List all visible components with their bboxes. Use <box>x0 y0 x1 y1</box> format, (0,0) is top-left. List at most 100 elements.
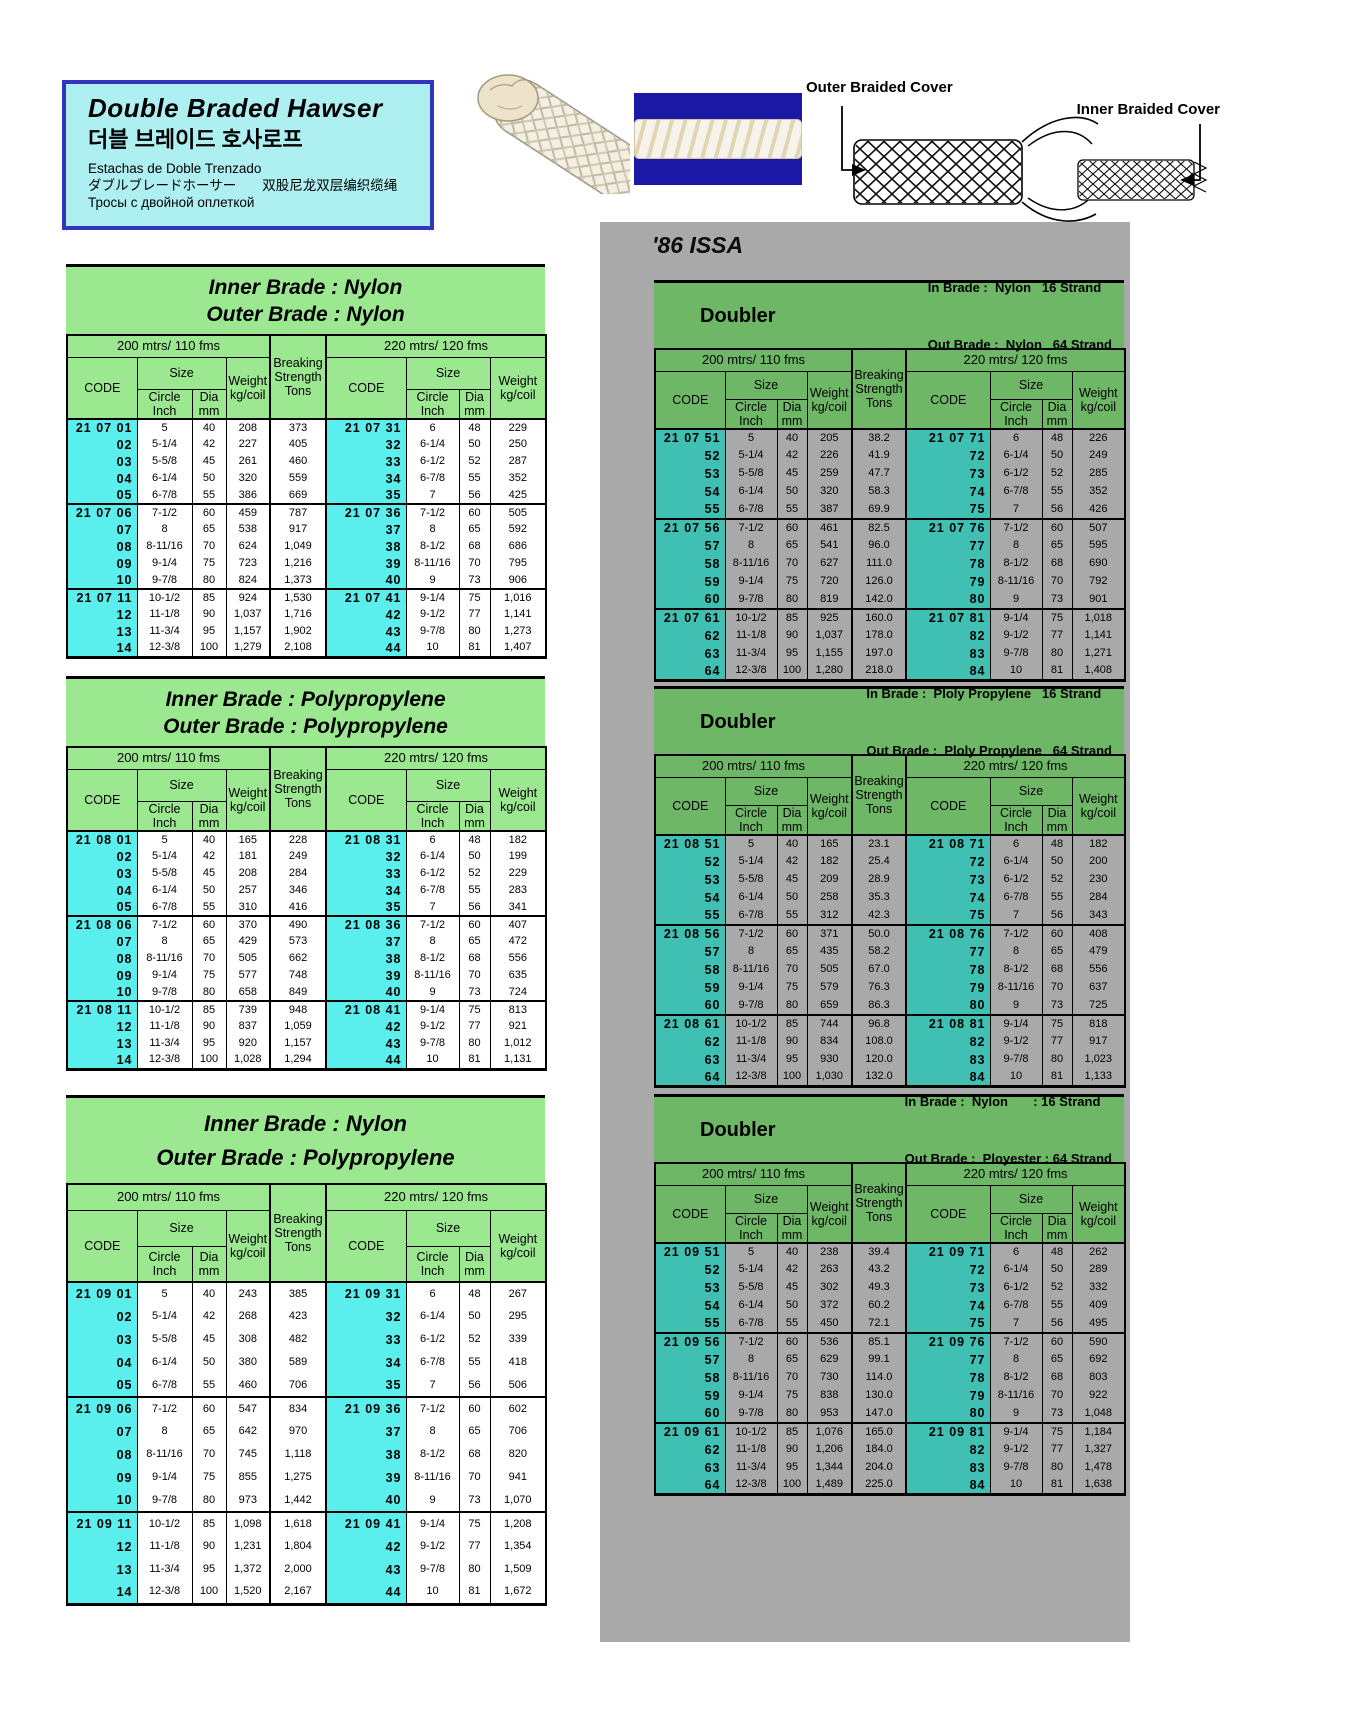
code-cell: 40 <box>325 984 407 1001</box>
circle-inch-cell: 9-1/2 <box>405 606 460 623</box>
code-cell: 75 <box>905 500 991 519</box>
circle-inch-cell: 6-1/4 <box>405 436 460 453</box>
circle-inch-cell: 10-1/2 <box>724 1013 778 1033</box>
circle-inch-cell: 9-7/8 <box>989 644 1043 663</box>
dia-mm-cell: 48 <box>458 830 491 848</box>
code-cell: 82 <box>905 626 991 645</box>
dia-mm-cell: 75 <box>458 588 491 606</box>
dia-mm-cell: 80 <box>776 996 808 1015</box>
circle-inch-cell: 6-1/4 <box>989 446 1043 465</box>
circle-inch-cell: 7 <box>989 906 1043 925</box>
table-row: 10 9-7/8 80 824 1,373 40 9 73 906 <box>66 572 547 589</box>
table-row: 14 12-3/8 100 1,279 2,108 44 10 81 1,407 <box>66 640 547 657</box>
code-cell: 09 <box>66 555 138 572</box>
weight-cell: 287 <box>489 453 547 470</box>
header-row: Circle Inch Dia mm Circle Inch Dia mm <box>655 398 1125 430</box>
dia-mm-cell: 55 <box>1041 1296 1073 1315</box>
dia-mm-cell: 55 <box>458 470 491 487</box>
breaking-strength-cell: 225.0 <box>851 1476 908 1495</box>
dia-mm-cell: 52 <box>1041 870 1073 889</box>
doubler-spec-table: 200 mtrs/ 110 fms Breaking Strength Tons 220… <box>654 754 1127 1088</box>
table-row: 59 9-1/4 75 838 130.0 79 8-11/16 70 922 <box>654 1386 1126 1405</box>
circle-inch-cell: 5-5/8 <box>724 1278 778 1297</box>
table-row: 07 8 65 538 917 37 8 65 592 <box>66 521 547 538</box>
weight-cell: 200 <box>1071 852 1126 871</box>
code-cell: 35 <box>325 899 407 916</box>
code-cell: 44 <box>325 640 407 657</box>
dia-mm-cell: 75 <box>776 1386 808 1405</box>
hawser-spec-table: 200 mtrs/ 110 fms Breaking Strength Tons 220… <box>66 1183 548 1606</box>
code-cell: 38 <box>325 950 407 967</box>
weight-cell: 547 <box>225 1396 271 1420</box>
code-cell: 78 <box>905 960 991 979</box>
dia-mm-cell: 42 <box>776 1260 808 1279</box>
breaking-strength-cell: 706 <box>269 1374 328 1397</box>
circle-inch-cell: 10-1/2 <box>136 588 193 606</box>
table-inner-pp-outer-pp: Inner Brade : Polypropylene Outer Brade … <box>66 676 548 1071</box>
dia-mm-cell: 40 <box>776 833 808 853</box>
dia-mm-cell: 80 <box>1041 1050 1073 1069</box>
weight-cell: 460 <box>225 1374 271 1397</box>
dia-mm-cell: 73 <box>458 572 491 589</box>
dia-mm-cell: 40 <box>191 830 227 848</box>
circle-inch-cell: 11-1/8 <box>136 606 193 623</box>
weight-cell: 536 <box>806 1331 853 1351</box>
weight-cell: 930 <box>806 1050 853 1069</box>
weight-cell: 739 <box>225 1000 271 1018</box>
circle-inch-cell: 6-7/8 <box>136 487 193 504</box>
weight-cell: 409 <box>1071 1296 1126 1315</box>
table-row: 02 5-1/4 42 181 249 32 6-1/4 50 199 <box>66 848 547 865</box>
weight-cell: 450 <box>806 1314 853 1333</box>
breaking-strength-cell: 284 <box>269 865 328 882</box>
weight-cell: 408 <box>1071 923 1126 943</box>
circle-inch-cell: 8-1/2 <box>989 960 1043 979</box>
code-cell: 64 <box>654 662 726 681</box>
weight-cell: 813 <box>489 1000 547 1018</box>
weight-cell: 181 <box>225 848 271 865</box>
weight-cell: 208 <box>225 865 271 882</box>
weight-cell: 921 <box>489 1018 547 1035</box>
circle-inch-cell: 11-3/4 <box>724 1458 778 1477</box>
circle-inch-cell: 6 <box>989 1241 1043 1261</box>
circle-inch-cell: 9-1/4 <box>724 1386 778 1405</box>
code-cell: 53 <box>654 870 726 889</box>
circle-inch-cell: 5-5/8 <box>724 870 778 889</box>
table-row: 52 5-1/4 42 226 41.9 72 6-1/4 50 249 <box>654 446 1126 465</box>
code-cell: 59 <box>654 572 726 591</box>
table-row: 52 5-1/4 42 182 25.4 72 6-1/4 50 200 <box>654 852 1126 871</box>
code-cell: 82 <box>905 1440 991 1459</box>
circle-inch-cell: 9-1/4 <box>136 1466 193 1489</box>
code-cell: 21 09 31 <box>325 1281 407 1305</box>
table-row: 21 09 11 10-1/2 85 1,098 1,618 21 09 41 9-1/4 7… <box>66 1511 547 1535</box>
column-group-right: 220 mtrs/ 120 fms <box>905 754 1126 778</box>
code-cell: 03 <box>66 453 138 470</box>
weight-header: Weight kg/coil <box>489 768 547 832</box>
table-row: 60 9-7/8 80 819 142.0 80 9 73 901 <box>654 590 1126 609</box>
circle-inch-cell: 9-7/8 <box>989 1458 1043 1477</box>
table-row: 09 9-1/4 75 723 1,216 39 8-11/16 70 795 <box>66 555 547 572</box>
dia-mm-cell: 90 <box>776 1440 808 1459</box>
weight-cell: 267 <box>489 1281 547 1305</box>
circle-inch-cell: 8-1/2 <box>405 950 460 967</box>
weight-cell: 820 <box>489 1443 547 1466</box>
dia-mm-cell: 55 <box>776 906 808 925</box>
table-header: 200 mtrs/ 110 fms Breaking Strength Tons 220… <box>654 348 1126 430</box>
table-row: 02 5-1/4 42 268 423 32 6-1/4 50 295 <box>66 1305 547 1328</box>
code-cell: 21 08 76 <box>905 923 991 943</box>
dia-mm-header: Dia mm <box>776 398 808 430</box>
dia-mm-cell: 42 <box>776 446 808 465</box>
circle-inch-header: Circle Inch <box>405 1245 460 1283</box>
circle-inch-cell: 10 <box>989 1068 1043 1087</box>
breaking-strength-cell: 23.1 <box>851 833 908 853</box>
table-row: 14 12-3/8 100 1,520 2,167 44 10 81 1,672 <box>66 1581 547 1604</box>
size-header: Size <box>405 356 491 390</box>
size-header: Size <box>405 1209 491 1247</box>
code-cell: 52 <box>654 852 726 871</box>
circle-inch-cell: 11-3/4 <box>136 623 193 640</box>
table-header: 200 mtrs/ 110 fms Breaking Strength Tons 220… <box>66 746 547 832</box>
dia-mm-cell: 55 <box>1041 482 1073 501</box>
breaking-strength-cell: 460 <box>269 453 328 470</box>
code-cell: 21 09 76 <box>905 1331 991 1351</box>
weight-cell: 371 <box>806 923 853 943</box>
doubler-label: Doubler <box>700 1118 776 1141</box>
